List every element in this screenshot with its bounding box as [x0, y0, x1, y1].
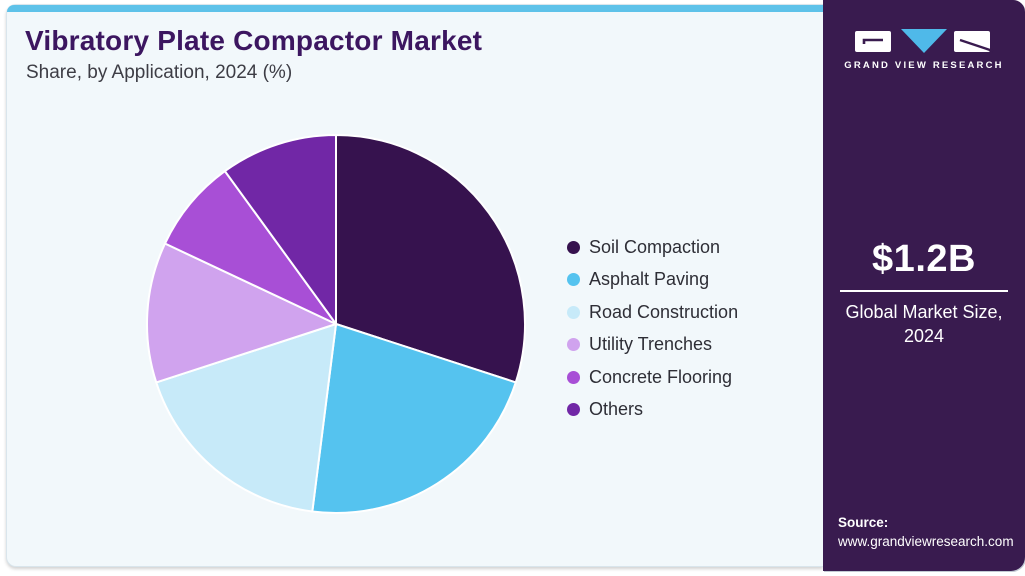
- legend-item-utility-trenches: Utility Trenches: [567, 329, 738, 362]
- pie-slice-asphalt-paving: [311, 323, 517, 514]
- legend-swatch: [567, 403, 580, 417]
- pie-slice-soil-compaction: [335, 134, 526, 384]
- gvr-logo-text: GRAND VIEW RESEARCH: [844, 60, 1004, 71]
- legend-label: Concrete Flooring: [589, 366, 733, 387]
- source-label: Source:: [838, 515, 889, 530]
- chart-panel: Vibratory Plate Compactor Market Share, …: [6, 4, 823, 567]
- source-block: Source: www.grandviewresearch.com: [838, 513, 1014, 551]
- legend-label: Others: [589, 399, 644, 420]
- page-title: Vibratory Plate Compactor Market: [25, 25, 483, 56]
- market-size-block: $1.2B Global Market Size, 2024: [823, 238, 1025, 348]
- legend-swatch: [567, 338, 580, 352]
- legend-item-road-construction: Road Construction: [567, 296, 738, 329]
- pie-slice-road-construction: [155, 323, 337, 513]
- accent-top-bar: [7, 5, 823, 12]
- brand-sidebar: GRAND VIEW RESEARCH $1.2B Global Market …: [823, 0, 1025, 571]
- gvr-logo-icon: [855, 29, 994, 53]
- pie-slice-utility-trenches: [146, 242, 337, 384]
- pie-slice-others: [223, 134, 337, 325]
- pie-chart: [144, 132, 528, 516]
- legend: Soil Compaction Asphalt Paving Road Constr…: [567, 231, 738, 426]
- legend-label: Soil Compaction: [589, 236, 721, 257]
- legend-swatch: [567, 240, 580, 254]
- legend-item-concrete-flooring: Concrete Flooring: [567, 361, 738, 394]
- legend-swatch: [567, 305, 580, 319]
- legend-item-others: Others: [567, 394, 738, 427]
- legend-item-soil-compaction: Soil Compaction: [567, 231, 738, 264]
- legend-swatch: [567, 273, 580, 287]
- market-size-value: $1.2B: [872, 238, 976, 280]
- legend-item-asphalt-paving: Asphalt Paving: [567, 264, 738, 297]
- gvr-logo-marks: [823, 28, 1025, 54]
- pie-svg: [146, 134, 526, 514]
- legend-swatch: [567, 370, 580, 384]
- market-size-label: Global Market Size, 2024: [845, 302, 1003, 346]
- gvr-logo: GRAND VIEW RESEARCH: [823, 28, 1025, 71]
- legend-label: Utility Trenches: [589, 334, 713, 355]
- page-subtitle: Share, by Application, 2024 (%): [26, 62, 293, 83]
- source-url-link[interactable]: www.grandviewresearch.com: [838, 534, 1014, 549]
- legend-label: Asphalt Paving: [589, 269, 710, 290]
- legend-label: Road Construction: [589, 301, 739, 322]
- market-size-divider: [840, 290, 1008, 292]
- pie-slice-concrete-flooring: [163, 170, 337, 325]
